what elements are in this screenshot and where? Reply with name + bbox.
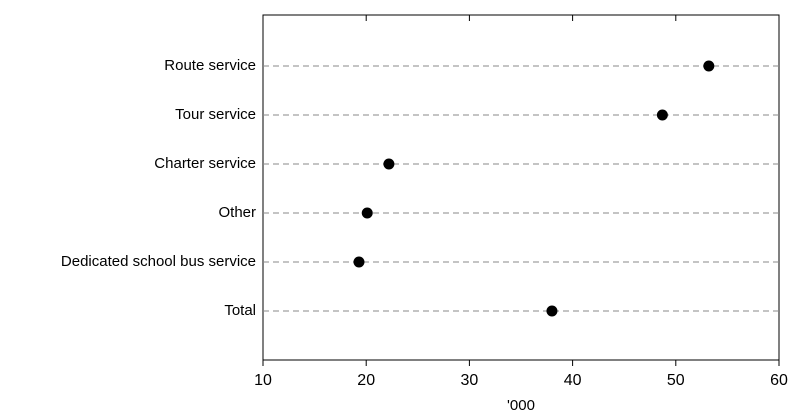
dot bbox=[353, 256, 365, 268]
x-tick-label: 20 bbox=[357, 372, 375, 389]
y-tick-label: Dedicated school bus service bbox=[61, 253, 256, 270]
dot bbox=[361, 207, 373, 219]
x-tick-label: 30 bbox=[461, 372, 479, 389]
dot bbox=[383, 158, 395, 170]
y-tick-label: Total bbox=[224, 302, 256, 319]
x-tick-label: 60 bbox=[770, 372, 788, 389]
x-tick-label: 50 bbox=[667, 372, 685, 389]
dot bbox=[703, 60, 715, 72]
x-tick-label: 40 bbox=[564, 372, 582, 389]
y-tick-label: Tour service bbox=[175, 106, 256, 123]
x-axis-label: '000 bbox=[507, 397, 535, 414]
dot bbox=[546, 305, 558, 317]
dot bbox=[656, 109, 668, 121]
y-tick-label: Route service bbox=[164, 57, 256, 74]
y-tick-label: Other bbox=[218, 204, 256, 221]
x-tick-label: 10 bbox=[254, 372, 272, 389]
plot-frame bbox=[262, 14, 780, 361]
y-tick-label: Charter service bbox=[154, 155, 256, 172]
